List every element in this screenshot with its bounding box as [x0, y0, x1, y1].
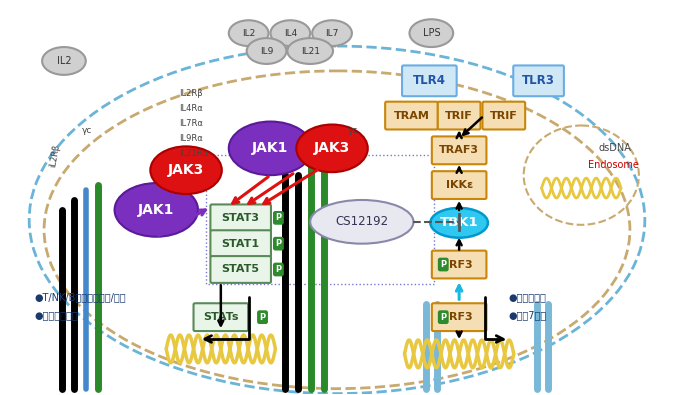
- Ellipse shape: [229, 122, 312, 175]
- FancyBboxPatch shape: [432, 250, 487, 278]
- Ellipse shape: [296, 124, 368, 172]
- Text: dsDNA: dsDNA: [598, 143, 631, 153]
- Text: STAT1: STAT1: [221, 239, 260, 249]
- Text: IL7: IL7: [325, 29, 339, 38]
- Text: IL9Rα: IL9Rα: [179, 134, 203, 143]
- Text: JAK3: JAK3: [168, 163, 205, 177]
- Text: TRIF: TRIF: [446, 111, 473, 120]
- Text: TLR3: TLR3: [522, 74, 555, 87]
- Text: IL9: IL9: [260, 47, 273, 56]
- Ellipse shape: [312, 20, 352, 46]
- Text: IRF3: IRF3: [446, 312, 473, 322]
- Text: TRAF3: TRAF3: [439, 145, 479, 155]
- Text: JAK1: JAK1: [252, 141, 289, 155]
- Bar: [206, 155, 434, 284]
- Text: IL4: IL4: [284, 29, 297, 38]
- Ellipse shape: [246, 38, 286, 64]
- Text: IKKε: IKKε: [446, 180, 472, 190]
- Text: IRF3: IRF3: [446, 260, 473, 269]
- FancyBboxPatch shape: [513, 66, 564, 96]
- Text: IL2Rβ: IL2Rβ: [179, 89, 202, 98]
- FancyBboxPatch shape: [211, 230, 271, 257]
- Text: CS12192: CS12192: [335, 215, 388, 228]
- Text: IL4Rα: IL4Rα: [179, 104, 203, 113]
- Ellipse shape: [310, 200, 414, 244]
- Text: γc: γc: [348, 126, 358, 135]
- Text: TBK1: TBK1: [440, 216, 479, 229]
- FancyBboxPatch shape: [432, 171, 487, 199]
- Text: γc: γc: [82, 126, 92, 135]
- Text: Endosome: Endosome: [588, 160, 639, 170]
- Text: P: P: [275, 239, 281, 248]
- FancyBboxPatch shape: [402, 66, 457, 96]
- FancyBboxPatch shape: [438, 102, 481, 130]
- Text: ●T/NK/B淡巴细胞分化/增殖: ●T/NK/B淡巴细胞分化/增殖: [34, 292, 126, 302]
- FancyBboxPatch shape: [432, 303, 487, 331]
- Text: ●炎甠7反应: ●炎甠7反应: [509, 310, 547, 320]
- Text: ●抗感染免疫: ●抗感染免疫: [509, 292, 547, 302]
- Ellipse shape: [271, 20, 310, 46]
- Ellipse shape: [42, 47, 86, 75]
- Text: STAT3: STAT3: [221, 213, 260, 223]
- FancyBboxPatch shape: [194, 303, 248, 331]
- Text: TRIF: TRIF: [490, 111, 518, 120]
- Ellipse shape: [151, 147, 222, 194]
- Text: IL2: IL2: [57, 56, 72, 66]
- Text: LPS: LPS: [423, 28, 440, 38]
- Text: STAT5: STAT5: [221, 265, 260, 275]
- Text: IL7Rα: IL7Rα: [179, 119, 203, 128]
- Text: IL2: IL2: [242, 29, 255, 38]
- Text: P: P: [440, 260, 446, 269]
- Text: JAK1: JAK1: [138, 203, 174, 217]
- FancyBboxPatch shape: [483, 102, 525, 130]
- FancyBboxPatch shape: [211, 205, 271, 231]
- Ellipse shape: [431, 208, 488, 238]
- FancyBboxPatch shape: [211, 256, 271, 283]
- Ellipse shape: [229, 20, 269, 46]
- Ellipse shape: [288, 38, 333, 64]
- Text: TLR4: TLR4: [413, 74, 446, 87]
- FancyBboxPatch shape: [432, 136, 487, 164]
- Text: STATs: STATs: [203, 312, 238, 322]
- Text: TRAM: TRAM: [394, 111, 429, 120]
- Ellipse shape: [410, 19, 453, 47]
- Text: IL21Rα: IL21Rα: [179, 149, 208, 158]
- Ellipse shape: [115, 183, 198, 237]
- Text: P: P: [275, 265, 281, 274]
- Text: iL2Rβ: iL2Rβ: [48, 143, 61, 167]
- FancyBboxPatch shape: [385, 102, 438, 130]
- Text: JAK3: JAK3: [314, 141, 350, 155]
- Text: P: P: [275, 213, 281, 222]
- Text: P: P: [259, 313, 265, 322]
- Text: IL21: IL21: [300, 47, 320, 56]
- Text: ●免疫记忆维持: ●免疫记忆维持: [34, 310, 78, 320]
- Text: P: P: [440, 313, 446, 322]
